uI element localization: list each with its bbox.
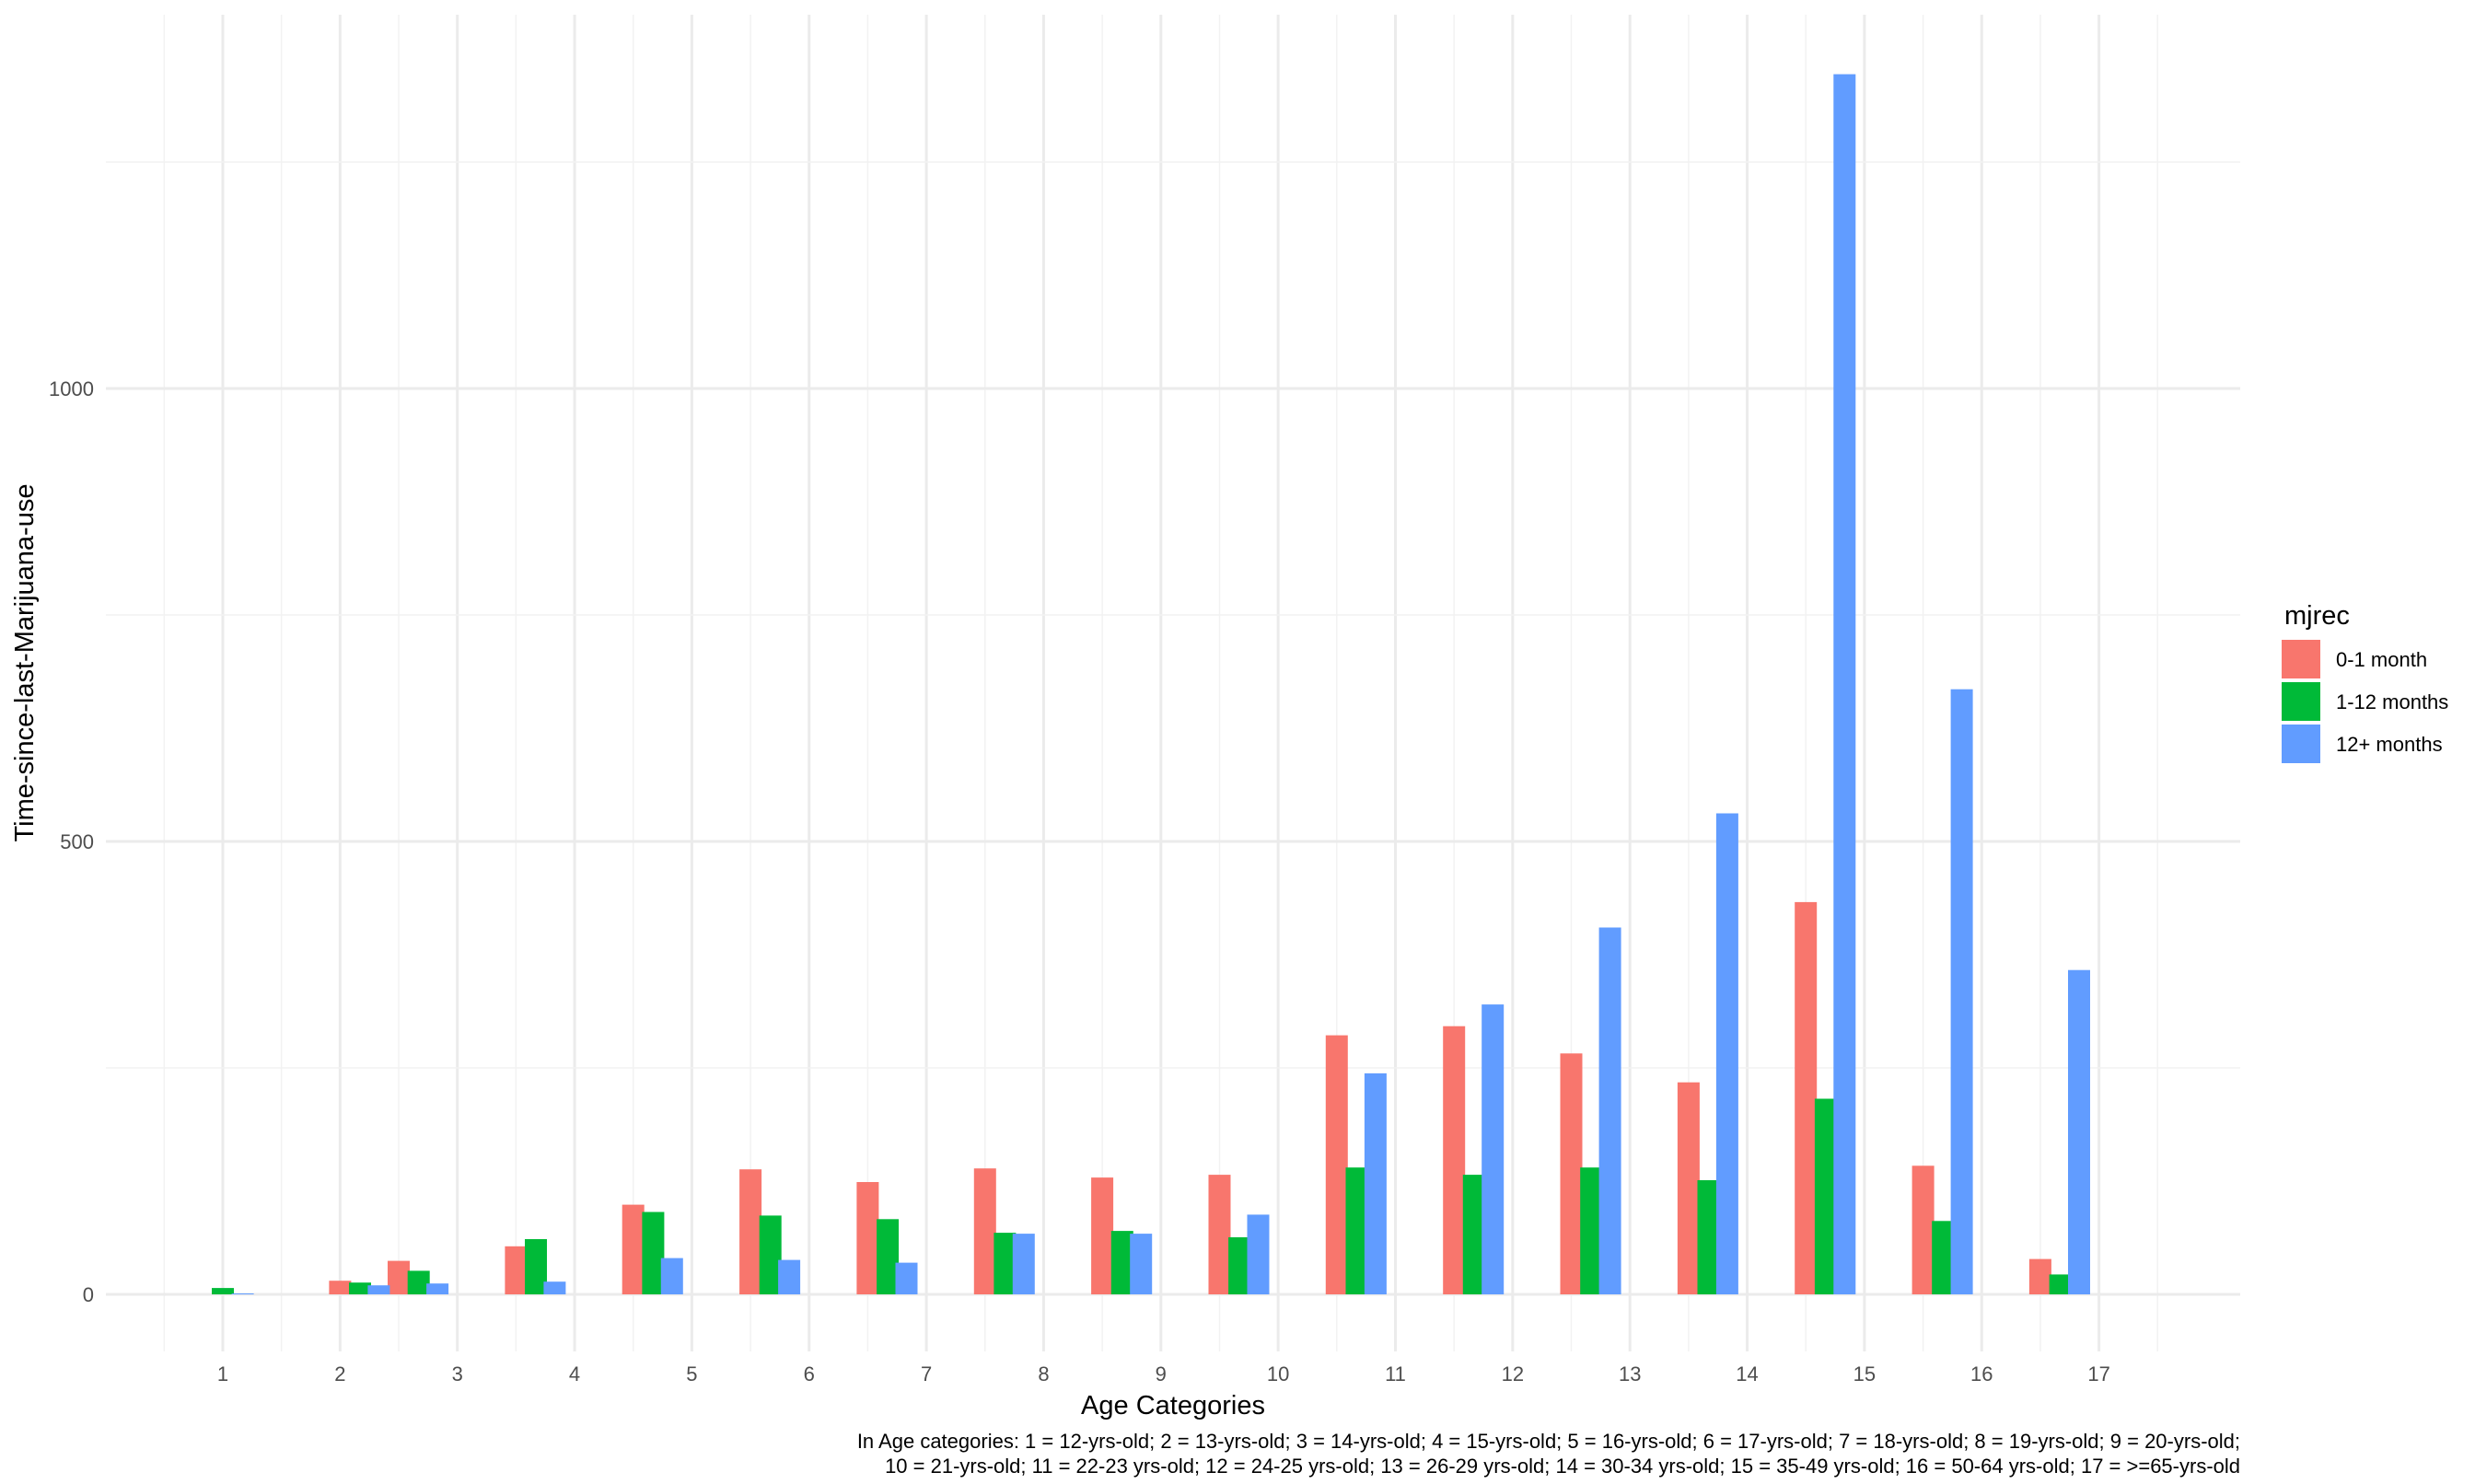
bar-1-12-months-16 xyxy=(1932,1221,1955,1294)
bars xyxy=(212,74,2090,1295)
x-tick-label: 8 xyxy=(1038,1362,1049,1385)
x-tick-label: 17 xyxy=(2087,1362,2109,1385)
bar-0-1-month-11 xyxy=(1325,1035,1348,1294)
bar-1-12-months-4 xyxy=(525,1239,547,1294)
bar-12-months-16 xyxy=(1950,689,1973,1294)
bar-1-12-months-13 xyxy=(1580,1167,1603,1294)
y-tick-label: 0 xyxy=(83,1283,94,1306)
bar-1-12-months-12 xyxy=(1462,1175,1485,1294)
bar-0-1-month-5 xyxy=(622,1204,645,1294)
bar-12-months-9 xyxy=(1130,1234,1153,1294)
x-tick-label: 1 xyxy=(217,1362,228,1385)
x-tick-label: 3 xyxy=(452,1362,463,1385)
x-tick-label: 4 xyxy=(569,1362,580,1385)
bar-0-1-month-15 xyxy=(1795,901,1818,1294)
bar-0-1-month-4 xyxy=(505,1246,528,1294)
bar-0-1-month-3 xyxy=(388,1260,410,1294)
caption-line-1: In Age categories: 1 = 12-yrs-old; 2 = 1… xyxy=(857,1430,2240,1453)
bar-12-months-4 xyxy=(543,1281,566,1294)
bar-1-12-months-1 xyxy=(212,1288,234,1294)
bar-1-12-months-3 xyxy=(407,1270,430,1294)
bar-12-months-8 xyxy=(1012,1234,1035,1294)
x-tick-label: 12 xyxy=(1502,1362,1524,1385)
x-axis-title: Age Categories xyxy=(1081,1391,1265,1420)
legend-items: 0-1 month 1-12 months 12+ months xyxy=(2282,640,2448,763)
caption-line-2: 10 = 21-yrs-old; 11 = 22-23 yrs-old; 12 … xyxy=(885,1455,2240,1478)
bar-12-months-6 xyxy=(778,1259,801,1294)
x-tick-label: 11 xyxy=(1385,1362,1406,1385)
bar-0-1-month-14 xyxy=(1677,1082,1700,1294)
legend-label-3: 12+ months xyxy=(2336,733,2443,756)
legend-key-3 xyxy=(2282,725,2320,763)
bar-0-1-month-13 xyxy=(1560,1053,1583,1294)
bar-0-1-month-10 xyxy=(1208,1175,1231,1294)
legend-key-1 xyxy=(2282,640,2320,678)
bar-1-12-months-5 xyxy=(642,1212,665,1294)
bar-12-months-12 xyxy=(1482,1004,1505,1294)
bar-12-months-1 xyxy=(231,1293,254,1294)
bar-12-months-3 xyxy=(426,1283,449,1294)
y-tick-label: 500 xyxy=(60,830,94,853)
bar-1-12-months-2 xyxy=(349,1282,371,1294)
bar-12-months-15 xyxy=(1833,74,1856,1295)
x-tick-label: 13 xyxy=(1619,1362,1641,1385)
bar-1-12-months-17 xyxy=(2049,1274,2072,1294)
x-tick-label: 14 xyxy=(1736,1362,1758,1385)
bar-12-months-5 xyxy=(660,1258,683,1294)
x-tick-label: 10 xyxy=(1267,1362,1289,1385)
bar-1-12-months-14 xyxy=(1697,1180,1720,1294)
bar-0-1-month-9 xyxy=(1091,1177,1114,1294)
bar-12-months-14 xyxy=(1715,813,1738,1294)
bar-0-1-month-8 xyxy=(973,1168,996,1294)
bar-0-1-month-2 xyxy=(329,1281,352,1294)
bar-1-12-months-10 xyxy=(1228,1237,1251,1294)
bar-12-months-2 xyxy=(367,1285,390,1294)
x-tick-label: 6 xyxy=(804,1362,815,1385)
bar-1-12-months-8 xyxy=(993,1233,1017,1294)
legend-label-1: 0-1 month xyxy=(2336,648,2427,671)
x-tick-label: 5 xyxy=(686,1362,697,1385)
bar-1-12-months-11 xyxy=(1345,1167,1368,1294)
bar-0-1-month-16 xyxy=(1911,1165,1935,1294)
caption: In Age categories: 1 = 12-yrs-old; 2 = 1… xyxy=(857,1430,2240,1478)
bar-0-1-month-12 xyxy=(1443,1026,1466,1294)
bar-12-months-10 xyxy=(1247,1214,1270,1294)
legend-label-2: 1-12 months xyxy=(2336,690,2448,713)
bar-1-12-months-7 xyxy=(877,1219,900,1294)
bar-12-months-13 xyxy=(1598,927,1621,1294)
legend-title: mjrec xyxy=(2284,601,2350,631)
bar-1-12-months-6 xyxy=(759,1215,782,1294)
x-tick-label: 7 xyxy=(921,1362,932,1385)
x-tick-label: 16 xyxy=(1970,1362,1993,1385)
x-tick-label: 15 xyxy=(1853,1362,1876,1385)
bar-0-1-month-6 xyxy=(739,1169,762,1294)
y-tick-label: 1000 xyxy=(49,377,94,400)
legend: mjrec 0-1 month 1-12 months 12+ months xyxy=(2282,601,2448,763)
x-tick-label: 2 xyxy=(334,1362,345,1385)
x-tick-label: 9 xyxy=(1156,1362,1167,1385)
bar-12-months-17 xyxy=(2068,969,2090,1294)
y-axis-title: Time-since-last-Marijuana-use xyxy=(10,484,40,842)
bar-12-months-7 xyxy=(895,1262,918,1294)
bar-1-12-months-9 xyxy=(1110,1231,1133,1294)
bar-12-months-11 xyxy=(1364,1072,1387,1294)
bar-1-12-months-15 xyxy=(1814,1098,1837,1294)
bar-0-1-month-17 xyxy=(2028,1258,2051,1294)
bar-0-1-month-7 xyxy=(856,1182,879,1294)
legend-key-2 xyxy=(2282,682,2320,721)
